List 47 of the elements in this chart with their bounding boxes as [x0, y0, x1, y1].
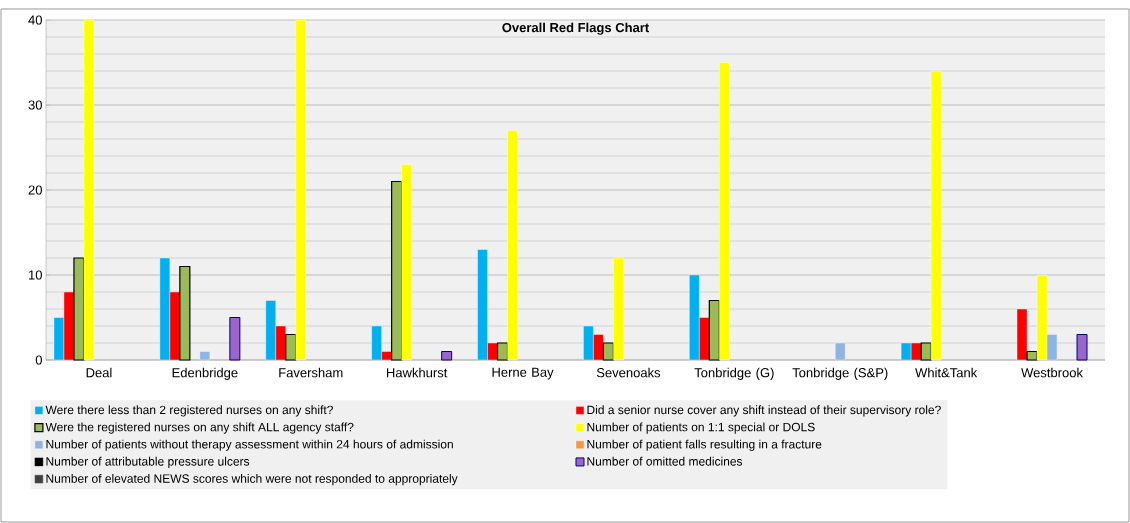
bar	[179, 265, 191, 361]
bar	[507, 130, 518, 361]
x-tick-label: Whit&Tank	[915, 367, 978, 378]
bar	[229, 317, 241, 361]
y-tick-label: 0	[35, 355, 42, 365]
bar	[613, 257, 624, 361]
legend-label: Number of patients without therapy assessment within 24 hours of admission	[46, 439, 453, 451]
legend-label: Number of attributable pressure ulcers	[46, 456, 250, 469]
legend-label: Did a senior nurse cover any shift instead of their supervisory role?	[587, 405, 941, 417]
chart-title: Overall Red Flags Chart	[502, 22, 649, 35]
bar	[391, 180, 403, 361]
bar	[1026, 350, 1038, 361]
legend-label: Number of elevated NEWS scores which were not responded to appropriately	[46, 474, 458, 486]
bar	[1076, 334, 1088, 361]
legend-label: Number of patient falls resulting in a fracture	[587, 439, 822, 451]
x-tick-label: Deal	[86, 367, 112, 378]
x-tick-label: Tonbridge (G)	[694, 367, 774, 380]
x-tick-label: Tonbridge (S&P)	[792, 367, 888, 380]
y-tick-label: 40	[28, 15, 42, 25]
x-tick-label: Herne Bay	[492, 367, 554, 380]
bar	[920, 342, 932, 361]
bar	[719, 62, 730, 361]
x-tick-label: Sevenoaks	[596, 367, 661, 378]
bar	[441, 351, 453, 361]
bar	[295, 19, 306, 361]
bar	[930, 70, 942, 361]
bar	[496, 342, 509, 361]
bar	[73, 257, 85, 361]
bar	[1016, 308, 1028, 361]
legend-label: Were there less than 2 registered nurses on any shift?	[45, 405, 333, 417]
legend-label: Number of omitted medicines	[587, 456, 743, 466]
y-tick-label: 20	[28, 185, 42, 195]
bar	[199, 351, 211, 361]
x-tick-label: Hawkhurst	[387, 367, 448, 378]
bar	[835, 342, 846, 361]
bar	[285, 333, 297, 361]
x-tick-label: Edenbridge	[172, 367, 238, 380]
x-tick-label: Westbrook	[1021, 367, 1083, 378]
y-tick-label: 10	[29, 270, 42, 280]
legend-label: Were the registered nurses on any shift ALL agency staff?	[45, 422, 354, 434]
bar	[602, 342, 615, 361]
bar	[708, 299, 720, 361]
x-tick-label: Faversham	[279, 367, 343, 378]
bar	[401, 164, 412, 361]
legend-label: Number of patients on 1:1 special or DOLS	[587, 422, 815, 434]
y-tick-label: 30	[28, 100, 42, 110]
bar	[83, 19, 95, 361]
